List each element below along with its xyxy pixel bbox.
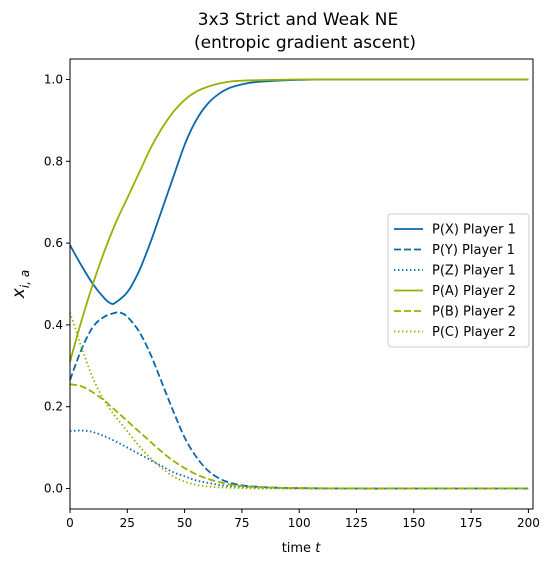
y-axis-label-main: x [9,287,29,299]
y-tick-label: 0.8 [44,154,63,168]
y-tick-label: 0.4 [44,318,63,332]
x-tick-label: 50 [177,516,192,530]
series-line-5 [69,383,529,490]
plot-frame [69,58,534,510]
ticks-layer: 0 25 50 75 100 125 150 175 200 0.0 0.2 0.4 0.6 0.8 1.0 [44,72,540,530]
x-tick-label: 100 [288,516,311,530]
legend-label: P(Y) Player 1 [432,243,515,258]
x-tick-label: 75 [234,516,249,530]
x-axis-label-text: time [282,541,311,556]
legend-label: P(C) Player 2 [432,325,516,340]
x-tick-label: 25 [120,516,135,530]
chart-subtitle: (entropic gradient ascent) [194,33,416,53]
x-tick-label: 175 [460,516,483,530]
y-axis-label-sub: i, a [18,270,32,288]
legend-label: P(A) Player 2 [432,284,516,299]
x-axis-label: time t [282,541,322,556]
x-tick-label: 125 [345,516,368,530]
x-tick-label: 150 [402,516,425,530]
x-tick-label: 200 [517,516,540,530]
series-line-4 [69,78,529,362]
series-line-3 [69,429,529,490]
y-tick-label: 0.0 [44,482,63,496]
x-axis-label-var: t [315,541,321,556]
legend-label: P(B) Player 2 [432,305,516,320]
legend-box [387,213,530,348]
chart-title: 3x3 Strict and Weak NE [198,10,398,30]
legend-label: P(Z) Player 1 [432,264,516,279]
x-tick-label: 0 [66,516,74,530]
legend: P(X) Player 1 P(Y) Player 1 P(Z) Player 1 P… [387,213,530,348]
y-tick-label: 0.2 [44,400,63,414]
legend-label: P(X) Player 1 [432,223,516,238]
y-axis-label: xi, a [9,270,32,299]
y-tick-label: 1.0 [44,72,63,86]
series-line-6 [69,312,529,490]
y-tick-label: 0.6 [44,236,63,250]
legend-entries: P(X) Player 1 P(Y) Player 1 P(Z) Player 1 P… [394,223,516,340]
series-layer [69,78,529,490]
